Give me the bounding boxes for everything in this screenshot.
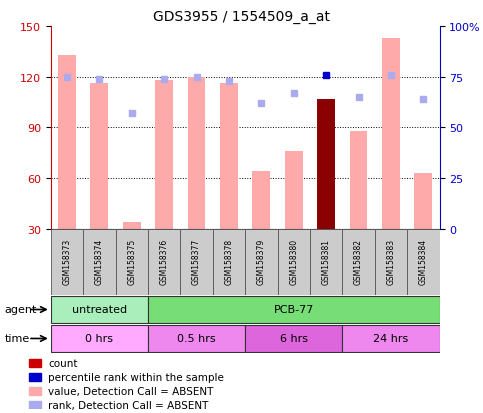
- Bar: [382, 39, 400, 229]
- Bar: [83, 229, 115, 295]
- Bar: [148, 229, 180, 295]
- Text: GSM158382: GSM158382: [354, 238, 363, 284]
- Bar: [51, 296, 148, 324]
- Bar: [253, 172, 270, 229]
- Text: GSM158380: GSM158380: [289, 238, 298, 284]
- Bar: [342, 229, 375, 295]
- Bar: [407, 229, 440, 295]
- Text: GSM158383: GSM158383: [386, 238, 396, 284]
- Bar: [285, 152, 303, 229]
- Bar: [90, 84, 108, 229]
- Text: GSM158376: GSM158376: [159, 238, 169, 284]
- Text: GSM158378: GSM158378: [225, 238, 233, 284]
- Bar: [278, 229, 310, 295]
- Text: GSM158384: GSM158384: [419, 238, 428, 284]
- Text: count: count: [48, 358, 78, 368]
- Text: 0.5 hrs: 0.5 hrs: [177, 334, 216, 344]
- Bar: [29, 359, 41, 367]
- Bar: [375, 229, 407, 295]
- Text: GSM158374: GSM158374: [95, 238, 104, 284]
- Bar: [29, 401, 41, 408]
- Text: untreated: untreated: [72, 305, 127, 315]
- Text: PCB-77: PCB-77: [273, 305, 314, 315]
- Text: GSM158377: GSM158377: [192, 238, 201, 284]
- Text: agent: agent: [5, 305, 37, 315]
- Bar: [213, 229, 245, 295]
- Bar: [115, 229, 148, 295]
- Bar: [180, 229, 213, 295]
- Bar: [51, 325, 148, 353]
- Bar: [123, 223, 141, 229]
- Bar: [245, 229, 278, 295]
- Text: GSM158379: GSM158379: [257, 238, 266, 284]
- Bar: [155, 81, 173, 229]
- Bar: [245, 325, 342, 353]
- Bar: [350, 131, 368, 229]
- Text: GDS3955 / 1554509_a_at: GDS3955 / 1554509_a_at: [153, 10, 330, 24]
- Bar: [414, 173, 432, 229]
- Text: 0 hrs: 0 hrs: [85, 334, 114, 344]
- Text: GSM158381: GSM158381: [322, 238, 331, 284]
- Text: percentile rank within the sample: percentile rank within the sample: [48, 372, 224, 382]
- Bar: [220, 84, 238, 229]
- Text: 6 hrs: 6 hrs: [280, 334, 308, 344]
- Text: value, Detection Call = ABSENT: value, Detection Call = ABSENT: [48, 386, 213, 396]
- Text: 24 hrs: 24 hrs: [373, 334, 409, 344]
- Text: GSM158373: GSM158373: [62, 238, 71, 284]
- Text: GSM158375: GSM158375: [127, 238, 136, 284]
- Bar: [317, 100, 335, 229]
- Bar: [29, 373, 41, 381]
- Bar: [148, 325, 245, 353]
- Text: rank, Detection Call = ABSENT: rank, Detection Call = ABSENT: [48, 400, 209, 410]
- Bar: [187, 77, 205, 229]
- Bar: [58, 55, 76, 229]
- Bar: [29, 387, 41, 395]
- Bar: [310, 229, 342, 295]
- Bar: [148, 296, 440, 324]
- Bar: [342, 325, 440, 353]
- Bar: [51, 229, 83, 295]
- Text: time: time: [5, 334, 30, 344]
